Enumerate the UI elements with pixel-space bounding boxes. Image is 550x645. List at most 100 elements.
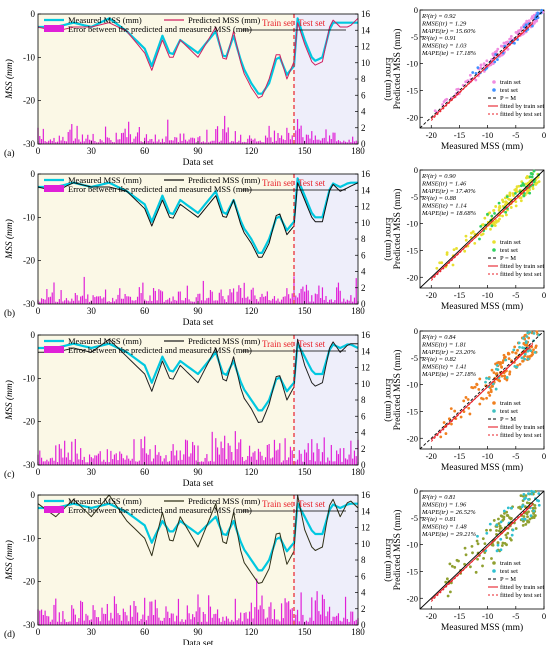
error-bar [353, 297, 356, 304]
test-point [520, 356, 524, 360]
train-point [527, 510, 530, 514]
error-bar [268, 606, 270, 625]
train-point [494, 205, 498, 208]
train-set-label: Train set [262, 18, 294, 28]
error-bar [80, 141, 82, 144]
error-bar [259, 605, 261, 625]
error-bar [231, 140, 233, 144]
test-point [504, 210, 508, 214]
error-bar [275, 619, 277, 625]
y2-tick-label: 10 [361, 218, 371, 228]
error-bar [328, 299, 331, 304]
test-point [530, 24, 534, 28]
legend-train-point [492, 401, 496, 405]
y-axis-label: MSS (mm) [4, 59, 15, 100]
train-point [508, 194, 512, 197]
error-bar [81, 134, 84, 144]
test-point [532, 509, 535, 513]
error-bar [353, 450, 356, 465]
error-bar [243, 141, 245, 144]
legend-train-label: train set [500, 239, 521, 246]
metric-text: RMSE(tr) = 1.29 [421, 20, 467, 27]
error-bar [112, 459, 114, 465]
sc-x-tick-label: -5 [512, 451, 519, 461]
test-point [532, 332, 536, 335]
test-point [526, 349, 530, 353]
error-bar [170, 301, 172, 304]
train-point [471, 551, 474, 555]
train-point [487, 391, 491, 395]
error-bar [42, 461, 44, 465]
y2-tick-label: 0 [361, 299, 366, 309]
error-bar [168, 618, 171, 625]
error-bar [58, 299, 60, 304]
error-bar [200, 300, 203, 304]
train-point [504, 203, 507, 206]
error-bar [174, 137, 176, 144]
sc-x-tick-label: -20 [426, 451, 437, 461]
error-bar [286, 127, 288, 144]
train-point [503, 542, 507, 545]
error-bar [215, 300, 217, 304]
error-bar [234, 431, 236, 465]
error-bar [183, 300, 185, 304]
error-bar [227, 618, 229, 625]
legend-error-label: Error between the predicted and measured… [68, 505, 252, 515]
error-bar [99, 139, 101, 144]
sc-y-tick-label: -15 [407, 245, 418, 255]
train-point [490, 368, 494, 372]
train-point [514, 204, 518, 208]
error-bar [206, 129, 208, 144]
error-bar [211, 291, 213, 304]
error-bar [318, 285, 320, 304]
error-bar [136, 132, 139, 144]
error-bar [337, 282, 340, 304]
error-bar [120, 298, 123, 304]
test-point [530, 492, 534, 496]
error-bar [204, 300, 206, 304]
error-bar [128, 296, 130, 304]
error-bar [168, 297, 171, 304]
error-bar [87, 615, 89, 625]
train-point [457, 559, 460, 563]
train-point [451, 263, 455, 267]
error-bar [355, 619, 357, 625]
train-point [439, 435, 443, 439]
error-bar [126, 455, 128, 465]
train-point [481, 232, 485, 236]
error-bar [113, 301, 116, 304]
error-bar [92, 605, 94, 625]
error-bar [231, 619, 233, 625]
error-bar [88, 301, 91, 304]
train-point [519, 507, 523, 511]
error-bar [323, 599, 325, 625]
x-tick-label: 90 [194, 146, 204, 156]
legend-error-label: Error between the predicted and measured… [68, 184, 252, 194]
train-point [489, 227, 492, 231]
test-point [493, 60, 497, 64]
error-bar [101, 607, 103, 625]
error-bar [94, 141, 96, 144]
train-point [483, 542, 487, 546]
error-bar [126, 137, 128, 144]
x-tick-label: 180 [351, 146, 365, 156]
y-tick-label: -10 [23, 373, 35, 383]
train-point [473, 385, 477, 389]
error-bar [142, 142, 144, 144]
error-bar [129, 296, 132, 304]
sc-x-tick-label: 0 [542, 451, 546, 461]
x-tick-label: 120 [245, 306, 259, 316]
test-point [521, 346, 524, 350]
y2-tick-label: 4 [361, 588, 366, 598]
error-bar [220, 441, 222, 465]
error-bar [76, 621, 78, 625]
error-bar [40, 139, 43, 144]
y2-tick-label: 14 [361, 25, 371, 35]
error-bar [286, 288, 288, 304]
error-bar [144, 436, 146, 465]
error-bar [78, 459, 80, 465]
error-bar [120, 620, 123, 625]
error-bar [245, 459, 247, 465]
x-tick-label: 180 [351, 627, 365, 637]
train-point [496, 541, 500, 544]
